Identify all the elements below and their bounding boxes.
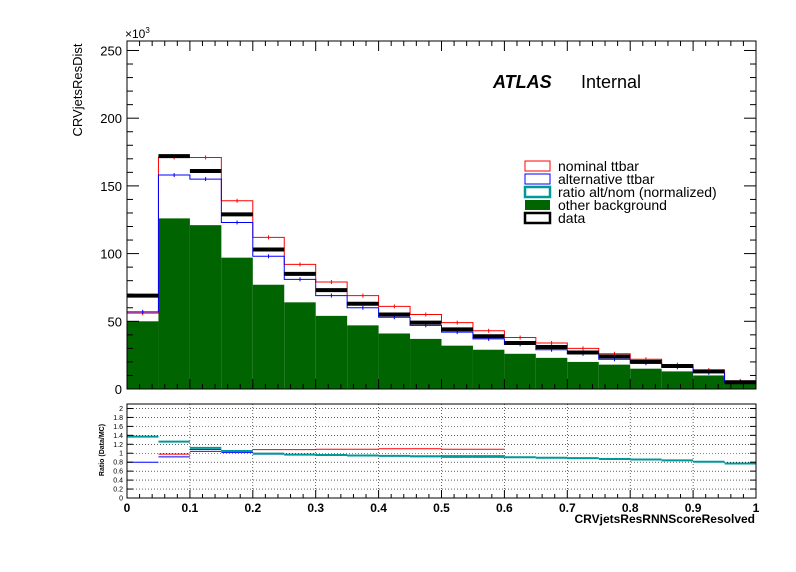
ratio-y-tick-label: 1 (119, 451, 123, 458)
y-tick-label: 250 (100, 43, 122, 58)
legend-label-nominal: nominal ttbar (558, 158, 639, 174)
ratio-y-tick-label: 0.8 (113, 460, 123, 467)
ratio-y-axis-label: Ratio (Data/MC) (99, 424, 106, 476)
y-exponent-label: ×103 (125, 26, 150, 41)
y-tick-label: 0 (115, 382, 122, 397)
y-tick-label: 200 (100, 111, 122, 126)
legend-swatch-other (525, 200, 550, 210)
ratio-y-tick-label: 1.8 (113, 415, 123, 422)
x-tick-label: 0.3 (307, 501, 324, 515)
atlas-sublabel: Internal (581, 72, 641, 92)
other-background-bar (724, 383, 756, 389)
other-background-bar (630, 368, 662, 389)
other-background-bar (189, 225, 222, 389)
x-tick-label: 1 (753, 501, 760, 515)
legend-swatch-nominal (524, 160, 551, 172)
other-background-bar (472, 349, 505, 389)
y-axis-label: CRVjetsResDist (70, 43, 85, 136)
y-tick-label: 50 (108, 314, 122, 329)
ratio-y-tick-label: 1.2 (113, 442, 123, 449)
y-exponent-power: 3 (145, 26, 150, 35)
ratio-y-tick-label: 1.4 (113, 433, 123, 440)
other-background-bar (252, 284, 285, 389)
ratio-y-tick-label: 1.6 (113, 424, 123, 431)
other-background-bar (441, 345, 473, 389)
y-tick-label: 150 (100, 179, 122, 194)
atlas-label: ATLAS (492, 72, 552, 92)
legend-label-ratio: ratio alt/nom (normalized) (558, 184, 717, 200)
y-tick-label: 100 (100, 247, 122, 262)
legend-box (520, 158, 745, 226)
other-background-bar (598, 364, 631, 389)
ratio-y-tick-label: 0.4 (113, 478, 123, 485)
other-background-bar (347, 325, 379, 389)
other-background-bar (504, 353, 536, 389)
x-tick-label: 0.8 (622, 501, 639, 515)
other-background-bar (158, 218, 190, 389)
x-tick-label: 0.2 (244, 501, 261, 515)
legend-label-data: data (558, 210, 585, 226)
x-tick-label: 0.4 (370, 501, 387, 515)
other-background-bar (315, 315, 348, 389)
legend-label-alternative: alternative ttbar (558, 171, 655, 187)
other-background-bar (535, 357, 568, 389)
other-background-bar (567, 361, 599, 389)
x-tick-label: 0.5 (433, 501, 450, 515)
x-tick-label: 0.1 (182, 501, 199, 515)
ratio-y-tick-label: 0 (119, 496, 123, 503)
legend-swatch-alternative (524, 173, 551, 185)
other-background-bar (693, 375, 725, 389)
x-tick-label: 0.6 (496, 501, 513, 515)
other-background-bar (410, 338, 442, 389)
x-tick-label: 0 (124, 501, 131, 515)
other-background-bar (221, 257, 253, 389)
y-exponent-base: ×10 (125, 27, 146, 41)
legend-label-other: other background (558, 197, 667, 213)
ratio-y-tick-label: 0.2 (113, 487, 123, 494)
legend-swatch-data (523, 211, 552, 225)
ratio-y-tick-label: 2 (119, 406, 123, 413)
legend-swatch-ratio (523, 185, 552, 199)
ratio-y-tick-label: 0.6 (113, 469, 123, 476)
x-axis-label: CRVjetsResRNNScoreResolved (574, 512, 755, 526)
x-tick-label: 0.9 (685, 501, 702, 515)
x-tick-label: 0.7 (559, 501, 576, 515)
other-background-bar (127, 321, 159, 389)
other-background-bar (284, 302, 316, 389)
other-background-bar (378, 333, 411, 389)
other-background-bar (661, 371, 694, 389)
lower-panel: 00.20.40.60.811.21.41.61.820 0.1 0.2 0.3 0.4… (113, 403, 760, 515)
